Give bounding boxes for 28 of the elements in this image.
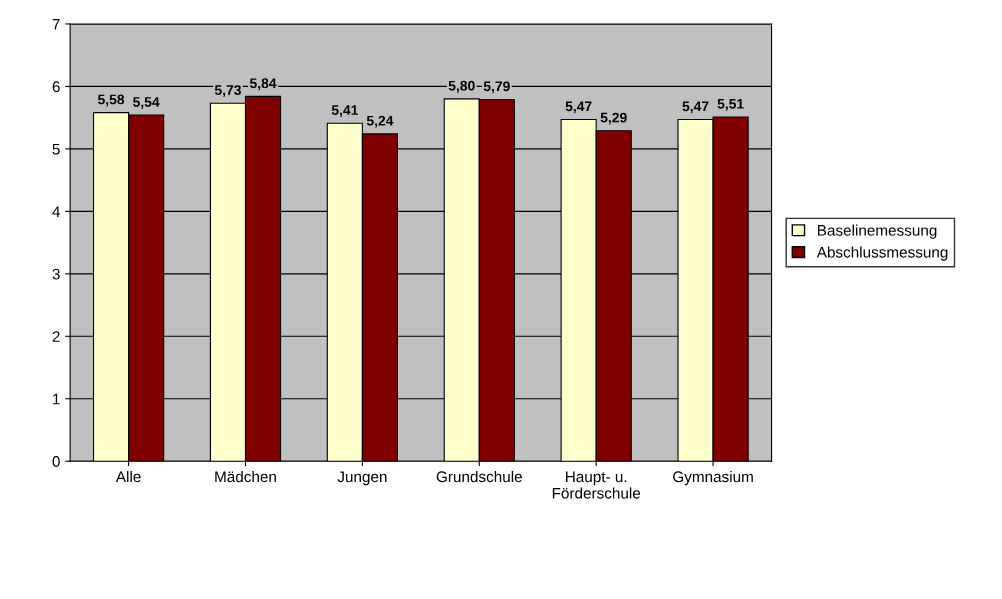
y-tick-label: 7 — [52, 18, 60, 30]
x-tick-label: Haupt- u. Förderschule — [552, 471, 641, 499]
data-label: 5,80 — [448, 80, 475, 93]
data-label: 5,54 — [133, 97, 160, 109]
data-label: 5,79 — [483, 81, 510, 94]
x-tick-label: Alle — [115, 470, 141, 483]
y-tick-label: 6 — [52, 81, 60, 93]
data-label: 5,29 — [600, 112, 627, 125]
y-tick-label: 1 — [53, 393, 60, 405]
data-label: 5,47 — [565, 101, 592, 114]
x-tick-label: Gymnasium — [673, 470, 753, 486]
legend-label: Abschlussmessung — [816, 246, 948, 261]
data-label: 5,73 — [214, 85, 241, 98]
y-tick-label: 5 — [52, 143, 60, 155]
data-label: 5,24 — [366, 115, 394, 128]
y-tick-label: 2 — [52, 331, 60, 342]
x-tick-label: Jungen — [337, 471, 387, 486]
data-label: 5,51 — [717, 99, 744, 111]
x-tick-label: Grundschule — [436, 470, 522, 483]
y-tick-label: 3 — [52, 268, 60, 280]
data-label: 5,84 — [249, 78, 277, 91]
data-label: 5,47 — [682, 101, 709, 114]
data-label: 5,58 — [97, 94, 125, 107]
y-tick-label: 0 — [52, 456, 60, 467]
y-tick-label: 4 — [52, 206, 60, 217]
data-label: 5,41 — [331, 105, 358, 117]
legend-label: Baselinemessung — [818, 224, 937, 239]
x-tick-label: Mädchen — [215, 470, 276, 483]
